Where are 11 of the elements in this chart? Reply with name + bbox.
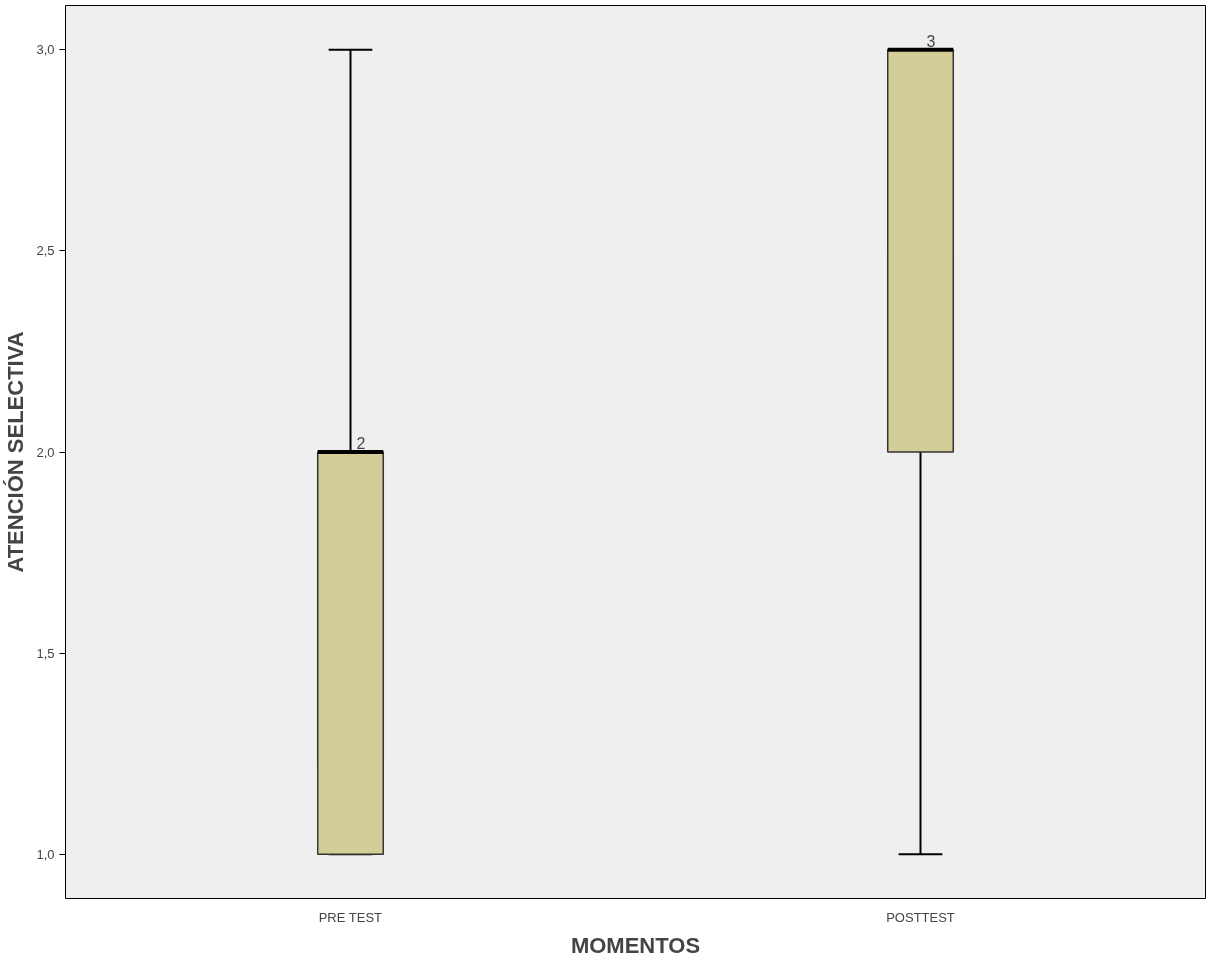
y-tick-label: 2,5	[36, 243, 55, 259]
y-tick-label: 2,0	[36, 444, 55, 460]
y-tick-label: 3,0	[36, 42, 55, 58]
annotation: 2	[356, 435, 366, 452]
x-tick-label: POSTTEST	[886, 909, 955, 925]
y-tick-label: 1,5	[36, 645, 55, 661]
y-tick-label: 1,0	[36, 846, 55, 862]
x-tick-label: PRE TEST	[318, 909, 383, 925]
x-axis-title: MOMENTOS	[570, 932, 701, 958]
y-axis-title: ATENCIÓN SELECTIVA	[3, 331, 29, 573]
annotation: 3	[926, 32, 936, 50]
